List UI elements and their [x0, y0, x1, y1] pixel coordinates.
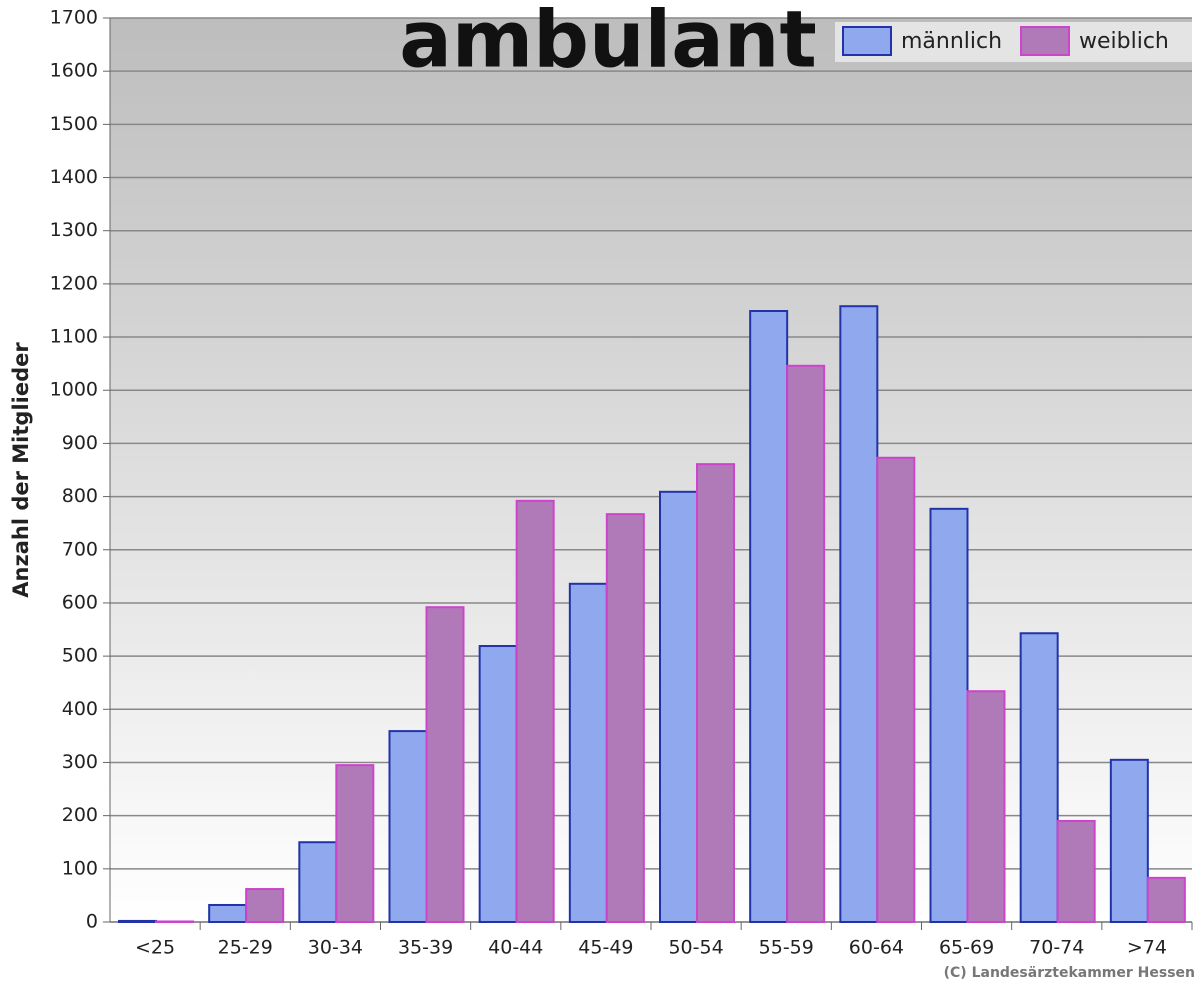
x-tick-label: <25	[135, 937, 175, 959]
y-tick-label: 200	[62, 804, 98, 826]
legend-label: männlich	[901, 29, 1002, 54]
bar	[605, 513, 645, 923]
bar	[1056, 819, 1096, 924]
y-axis-label: Anzahl der Mitglieder	[9, 342, 33, 598]
source: (C) Landesärztekammer Hessen	[944, 965, 1195, 981]
bar	[1109, 758, 1149, 923]
bar	[298, 841, 338, 923]
bar	[966, 690, 1006, 923]
y-tick-label: 900	[62, 432, 98, 454]
y-tick-label: 700	[62, 538, 98, 560]
bar	[118, 919, 157, 923]
bar	[208, 903, 248, 923]
x-tick-label: 55-59	[759, 937, 814, 959]
plot-area	[110, 18, 1192, 922]
legend-swatch	[1020, 26, 1070, 56]
x-tick-label: 50-54	[668, 937, 723, 959]
bar	[245, 888, 285, 923]
y-tick-label: 1600	[50, 60, 98, 82]
y-tick-label: 1500	[50, 113, 98, 135]
bar	[749, 310, 789, 923]
y-tick-label: 1700	[50, 7, 98, 29]
bar	[786, 364, 826, 923]
y-tick-label: 1000	[50, 379, 98, 401]
y-tick-label: 100	[62, 857, 98, 879]
x-tick-label: 30-34	[308, 937, 363, 959]
x-tick-label: 35-39	[398, 937, 453, 959]
y-tick-label: 1300	[50, 219, 98, 241]
y-tick-label: 300	[62, 751, 98, 773]
legend-swatch	[842, 26, 892, 56]
y-tick-label: 0	[86, 911, 98, 933]
y-tick-label: 800	[62, 485, 98, 507]
y-tick-label: 1100	[50, 326, 98, 348]
y-tick-label: 600	[62, 591, 98, 613]
bar	[1019, 632, 1059, 923]
y-tick-label: 1400	[50, 166, 98, 188]
chart-title: ambulant	[399, 0, 816, 85]
bar	[515, 499, 555, 923]
bar	[568, 582, 608, 924]
x-tick-label: 40-44	[488, 937, 543, 959]
x-tick-label: >74	[1127, 937, 1167, 959]
x-tick-label: 65-69	[939, 937, 994, 959]
bar	[425, 606, 465, 924]
x-tick-label: 60-64	[849, 937, 904, 959]
bar	[388, 730, 428, 924]
bar	[696, 463, 735, 923]
bar	[155, 920, 194, 924]
legend-label: weiblich	[1079, 29, 1169, 54]
y-tick-label: 500	[62, 645, 98, 667]
bar	[335, 764, 375, 923]
bar	[659, 490, 698, 923]
legend	[835, 22, 1192, 62]
bar	[1146, 876, 1186, 923]
y-tick-label: 1200	[50, 272, 98, 294]
bar	[876, 456, 916, 923]
bar	[929, 507, 969, 923]
x-tick-label: 70-74	[1029, 937, 1084, 959]
bar	[478, 645, 518, 923]
x-tick-label: 45-49	[578, 937, 633, 959]
x-tick-label: 25-29	[218, 937, 273, 959]
y-tick-label: 400	[62, 698, 98, 720]
bar	[839, 305, 879, 923]
